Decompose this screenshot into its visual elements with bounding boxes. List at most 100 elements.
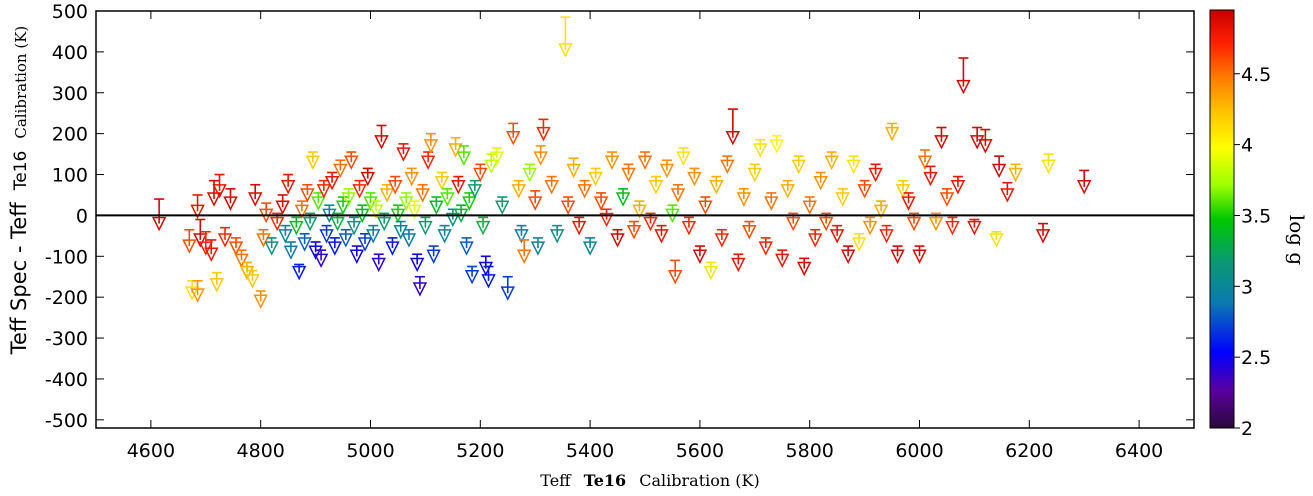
data-point	[533, 145, 548, 166]
data-point	[588, 167, 603, 187]
triangle-marker	[956, 79, 971, 95]
data-point	[769, 134, 784, 154]
triangle-marker	[437, 229, 452, 244]
data-point	[775, 249, 790, 269]
x-tick-label: 5400	[566, 440, 614, 462]
triangle-marker	[228, 241, 244, 256]
triangle-marker	[829, 229, 845, 244]
triangle-marker	[182, 239, 197, 254]
data-point	[829, 224, 845, 244]
triangle-marker	[151, 216, 167, 232]
data-point	[901, 192, 916, 211]
triangle-marker	[599, 212, 614, 228]
triangle-marker	[212, 184, 227, 199]
data-point	[967, 218, 982, 236]
data-point	[807, 228, 823, 248]
triangle-marker	[791, 159, 806, 175]
triangle-marker	[967, 220, 982, 236]
triangle-marker	[1008, 167, 1023, 183]
triangle-marker	[264, 241, 279, 256]
triangle-marker	[401, 233, 417, 248]
data-point	[341, 188, 356, 207]
colorbar-tick-label: 4	[1241, 135, 1253, 157]
triangle-marker	[349, 249, 364, 264]
triangle-marker	[489, 151, 504, 166]
triangle-marker	[667, 269, 683, 285]
data-point	[280, 173, 296, 195]
triangle-marker	[807, 233, 823, 248]
data-point	[366, 224, 381, 244]
triangle-marker	[742, 225, 757, 240]
x-tick-label: 6200	[1005, 440, 1053, 462]
triangle-marker	[398, 196, 414, 211]
plot-frame	[95, 10, 1195, 429]
triangle-marker	[335, 200, 351, 215]
triangle-marker	[448, 143, 463, 158]
data-point	[939, 188, 955, 207]
data-point	[667, 259, 683, 285]
data-point	[401, 228, 417, 248]
data-point	[420, 151, 436, 170]
data-point	[338, 228, 354, 248]
triangle-marker	[473, 167, 488, 183]
triangle-marker	[698, 200, 713, 215]
triangle-marker	[302, 216, 318, 232]
triangle-marker	[300, 188, 315, 203]
triangle-marker	[239, 265, 255, 281]
triangle-marker	[184, 286, 200, 301]
triangle-marker	[714, 233, 730, 248]
triangle-marker	[374, 135, 389, 150]
x-axis-ticks: 4600 4800 5000 5200 5400 5600 5800 6000 6200 6400	[127, 11, 1163, 462]
data-point	[415, 183, 430, 203]
data-point	[256, 228, 271, 248]
triangle-marker	[912, 249, 927, 264]
triangle-marker	[333, 163, 348, 179]
x-tick-label: 6400	[1115, 440, 1163, 462]
triangle-marker	[475, 220, 491, 236]
triangle-marker	[813, 175, 828, 191]
triangle-marker	[522, 167, 537, 183]
colorbar-tick-label: 3.5	[1241, 205, 1271, 227]
data-point	[530, 237, 546, 256]
triangle-marker	[1035, 229, 1051, 244]
data-point	[379, 183, 395, 203]
triangle-marker	[396, 147, 411, 162]
triangle-marker	[327, 241, 343, 256]
data-point	[560, 196, 576, 215]
data-point	[478, 255, 494, 277]
triangle-marker	[420, 155, 436, 170]
data-point	[742, 220, 757, 240]
data-point	[857, 179, 872, 199]
colorbar-tick-label: 4.5	[1241, 64, 1271, 86]
data-point	[544, 175, 559, 195]
data-point	[352, 179, 367, 199]
data-point	[665, 204, 680, 224]
triangle-marker	[527, 196, 543, 211]
data-point	[456, 145, 472, 166]
data-point	[234, 249, 249, 269]
data-point	[670, 183, 686, 203]
data-point	[989, 230, 1004, 248]
data-point	[319, 224, 334, 244]
data-point	[912, 245, 927, 264]
data-point	[360, 167, 375, 187]
data-point	[294, 200, 310, 220]
data-point	[393, 220, 408, 240]
triangle-marker	[648, 180, 664, 195]
triangle-marker	[577, 184, 592, 199]
data-point	[522, 163, 537, 183]
y-tick-label: 0	[76, 205, 88, 227]
data-point	[835, 188, 850, 207]
data-point	[604, 151, 620, 170]
data-point	[566, 157, 581, 179]
data-point	[481, 265, 496, 289]
triangle-marker	[868, 167, 883, 183]
triangle-marker	[291, 265, 307, 281]
triangle-marker	[338, 233, 354, 248]
triangle-marker	[884, 126, 900, 142]
triangle-marker	[687, 171, 702, 187]
triangle-marker	[190, 288, 205, 303]
data-point	[217, 226, 233, 248]
triangle-marker	[840, 249, 856, 264]
triangle-marker	[530, 241, 546, 256]
